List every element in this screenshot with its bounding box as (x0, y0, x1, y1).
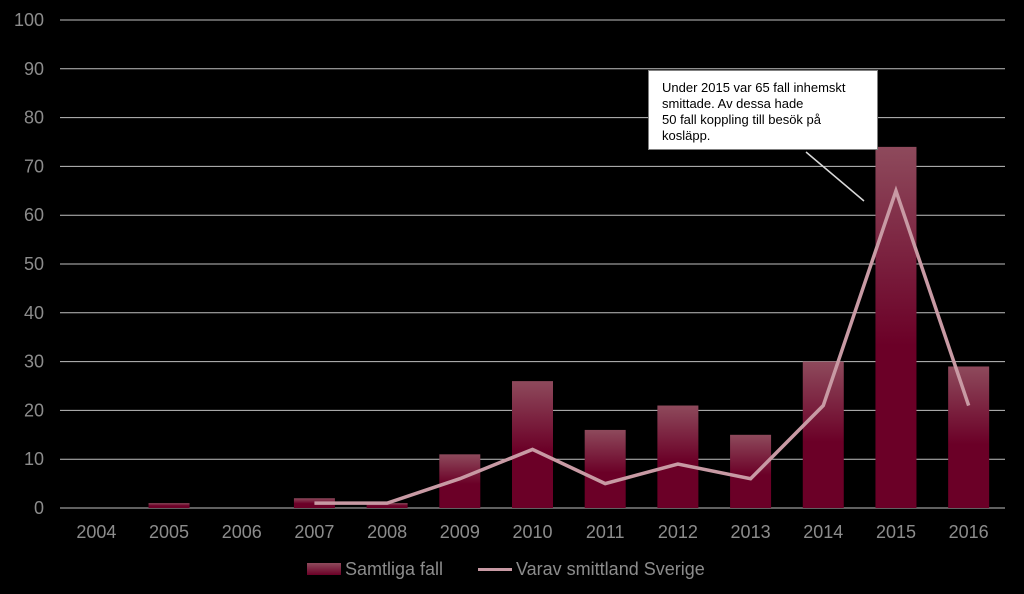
legend-label-varav-smittland-sverige: Varav smittland Sverige (516, 558, 705, 579)
y-tick-90: 90 (24, 59, 44, 79)
bar-2012 (657, 405, 699, 508)
y-tick-100: 100 (14, 10, 44, 30)
y-tick-30: 30 (24, 352, 44, 372)
legend-line-swatch (478, 567, 512, 571)
annotation-callout: Under 2015 var 65 fall inhemskt smittade… (648, 70, 878, 150)
y-tick-20: 20 (24, 400, 44, 420)
annotation-line-3: 50 fall koppling till besök på (662, 112, 821, 127)
bar-2016 (948, 366, 990, 508)
bar-2014 (802, 361, 844, 508)
bar-2010 (512, 381, 553, 508)
y-tick-50: 50 (24, 254, 44, 274)
legend-label-samtliga-fall: Samtliga fall (345, 558, 444, 579)
x-tick-2004: 2004 (76, 522, 116, 542)
x-tick-2010: 2010 (512, 522, 552, 542)
x-tick-2008: 2008 (367, 522, 407, 542)
legend-item-varav-smittland-sverige: Varav smittland Sverige (478, 555, 705, 583)
x-tick-2007: 2007 (294, 522, 334, 542)
series-line (314, 185, 971, 505)
x-tick-2016: 2016 (949, 522, 989, 542)
x-tick-2015: 2015 (876, 522, 916, 542)
x-tick-2012: 2012 (658, 522, 698, 542)
y-tick-40: 40 (24, 303, 44, 323)
y-tick-10: 10 (24, 449, 44, 469)
annotation-line-2: smittade. Av dessa hade (662, 96, 804, 111)
bar-2015 (875, 146, 917, 508)
x-tick-2006: 2006 (222, 522, 262, 542)
annotation-line-1: Under 2015 var 65 fall inhemskt (662, 80, 846, 95)
y-axis-ticks: 0 10 20 30 40 50 60 70 80 90 100 (14, 10, 44, 518)
gridlines (60, 19, 1005, 509)
bar-2013 (730, 434, 772, 508)
x-tick-2013: 2013 (731, 522, 771, 542)
legend: Samtliga fall Varav smittland Sverige (0, 555, 1024, 583)
line-series-varav-smittland-sverige (314, 185, 971, 505)
y-tick-70: 70 (24, 156, 44, 176)
callout-leader-line (805, 151, 865, 202)
x-tick-2011: 2011 (586, 522, 625, 542)
y-tick-60: 60 (24, 205, 44, 225)
x-tick-2005: 2005 (149, 522, 189, 542)
y-tick-0: 0 (34, 498, 44, 518)
annotation-line-4: kosläpp. (662, 128, 711, 143)
bar-series-samtliga-fall (148, 146, 990, 508)
x-axis-ticks: 2004 2005 2006 2007 2008 2009 2010 2011 2012 2013… (76, 522, 988, 542)
bar-2005 (148, 503, 190, 508)
x-tick-2014: 2014 (803, 522, 843, 542)
bar-2008 (366, 503, 408, 508)
legend-bar-swatch (307, 563, 341, 575)
bar-2009 (439, 454, 481, 508)
x-tick-2009: 2009 (440, 522, 480, 542)
legend-item-samtliga-fall: Samtliga fall (307, 555, 443, 583)
bar-2011 (584, 429, 626, 508)
y-tick-80: 80 (24, 108, 44, 128)
